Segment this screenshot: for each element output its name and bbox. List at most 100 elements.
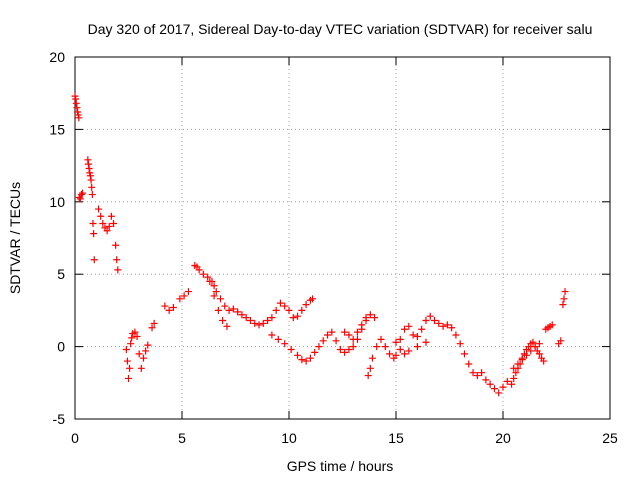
- data-point: [349, 335, 357, 343]
- data-point: [499, 383, 507, 391]
- data-point: [456, 340, 464, 348]
- data-point: [418, 325, 426, 333]
- data-point: [165, 306, 173, 314]
- data-point: [221, 302, 229, 310]
- data-point: [332, 337, 340, 345]
- data-point: [268, 331, 276, 339]
- data-point: [311, 348, 319, 356]
- data-point: [87, 176, 95, 184]
- x-tick-label: 25: [602, 430, 618, 446]
- data-point: [75, 114, 83, 122]
- data-point: [548, 321, 556, 329]
- x-tick-label: 0: [71, 430, 79, 446]
- data-point: [148, 324, 156, 332]
- data-point: [298, 356, 306, 364]
- data-point: [373, 343, 381, 351]
- data-point: [77, 191, 85, 199]
- data-point: [309, 295, 317, 303]
- data-point: [377, 335, 385, 343]
- data-point: [285, 306, 293, 314]
- data-point: [302, 357, 310, 365]
- data-point: [460, 350, 468, 358]
- data-point: [345, 345, 353, 353]
- y-axis-label: SDTVAR / TECUs: [7, 182, 23, 294]
- data-point: [268, 314, 276, 322]
- data-points: [71, 92, 569, 397]
- data-point: [86, 172, 94, 180]
- data-point: [482, 376, 490, 384]
- data-point: [123, 357, 131, 365]
- data-point: [137, 364, 145, 372]
- data-point: [362, 314, 370, 322]
- data-point: [319, 337, 327, 345]
- data-point: [281, 302, 289, 310]
- data-point: [306, 354, 314, 362]
- data-point: [144, 341, 152, 349]
- data-point: [199, 270, 207, 278]
- data-point: [76, 195, 84, 203]
- data-point: [139, 354, 147, 362]
- data-point: [95, 205, 103, 213]
- data-point: [422, 338, 430, 346]
- data-point: [217, 295, 225, 303]
- data-point: [255, 321, 263, 329]
- data-point: [150, 319, 158, 327]
- data-point: [469, 369, 477, 377]
- data-point: [381, 343, 389, 351]
- data-point: [529, 338, 537, 346]
- data-point: [195, 266, 203, 274]
- data-point: [204, 273, 212, 281]
- data-point: [439, 322, 447, 330]
- data-point: [212, 288, 220, 296]
- axis-ticks: 0 5 10 15 20 25 -5 0 5 10 15 20: [49, 49, 618, 446]
- data-point: [349, 343, 357, 351]
- data-point: [535, 350, 543, 358]
- data-point: [345, 331, 353, 339]
- data-point: [527, 347, 535, 355]
- data-point: [125, 374, 132, 382]
- data-point: [229, 305, 237, 313]
- data-point: [219, 317, 227, 325]
- data-point: [142, 347, 150, 355]
- data-point: [276, 299, 284, 307]
- data-point: [114, 266, 122, 274]
- data-point: [161, 302, 169, 310]
- data-point: [210, 292, 218, 300]
- data-point: [426, 312, 434, 320]
- data-point: [540, 357, 548, 365]
- data-point: [448, 324, 456, 332]
- data-point: [90, 256, 98, 264]
- data-point: [364, 372, 372, 380]
- data-point: [281, 340, 289, 348]
- data-point: [214, 306, 222, 314]
- data-point: [422, 317, 430, 325]
- data-point: [176, 295, 184, 303]
- x-tick-label: 20: [495, 430, 511, 446]
- data-point: [396, 345, 404, 353]
- data-point: [368, 354, 376, 362]
- data-point: [90, 230, 98, 238]
- data-point: [371, 314, 379, 322]
- data-point: [559, 301, 567, 309]
- data-point: [112, 241, 120, 249]
- data-point: [99, 220, 107, 228]
- data-point: [561, 288, 569, 296]
- data-point: [294, 351, 302, 359]
- data-point: [478, 369, 486, 377]
- data-point: [206, 277, 214, 285]
- data-point: [72, 95, 80, 103]
- data-point: [289, 314, 297, 322]
- data-point: [294, 312, 302, 320]
- data-point: [405, 322, 413, 330]
- data-point: [302, 301, 310, 309]
- data-point: [210, 282, 218, 290]
- data-point: [89, 220, 97, 228]
- data-point: [560, 295, 568, 303]
- y-tick-label: 0: [57, 339, 65, 355]
- x-axis-label: GPS time / hours: [287, 458, 394, 474]
- grid-lines: [75, 57, 610, 419]
- data-point: [223, 322, 231, 330]
- data-point: [298, 306, 306, 314]
- data-point: [72, 99, 80, 107]
- data-point: [358, 321, 366, 329]
